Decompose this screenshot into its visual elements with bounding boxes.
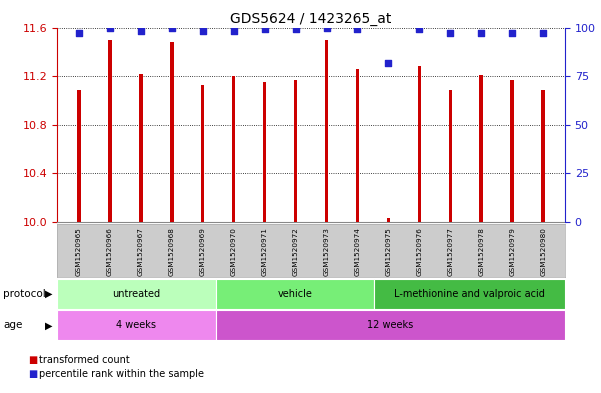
Bar [108, 40, 112, 222]
Point [322, 24, 331, 31]
Text: GSM1520967: GSM1520967 [138, 227, 144, 275]
Text: percentile rank within the sample: percentile rank within the sample [39, 369, 204, 379]
Text: ▶: ▶ [46, 320, 53, 331]
Bar [356, 69, 359, 222]
Text: 12 weeks: 12 weeks [367, 320, 413, 330]
Point [198, 28, 207, 35]
Title: GDS5624 / 1423265_at: GDS5624 / 1423265_at [230, 13, 392, 26]
Bar [232, 76, 236, 222]
Bar [542, 90, 545, 222]
Point [445, 30, 455, 37]
Text: ▶: ▶ [46, 289, 53, 299]
Bar [77, 90, 81, 222]
Text: GSM1520965: GSM1520965 [76, 227, 82, 275]
Bar [201, 84, 204, 222]
Bar [57, 279, 216, 309]
Point [477, 30, 486, 37]
Text: GSM1520975: GSM1520975 [385, 227, 391, 275]
Text: GSM1520971: GSM1520971 [261, 227, 267, 275]
Text: GSM1520968: GSM1520968 [169, 227, 175, 275]
Bar [216, 310, 565, 340]
Text: ■: ■ [28, 354, 38, 365]
Bar [448, 90, 452, 222]
Text: age: age [3, 320, 22, 331]
Point [229, 28, 239, 35]
Text: GSM1520974: GSM1520974 [355, 227, 361, 275]
Text: GSM1520977: GSM1520977 [447, 227, 453, 275]
Bar [374, 279, 565, 309]
Text: protocol: protocol [3, 289, 46, 299]
Text: GSM1520979: GSM1520979 [509, 227, 515, 275]
Bar [216, 279, 374, 309]
Text: GSM1520978: GSM1520978 [478, 227, 484, 275]
Bar [480, 75, 483, 222]
Text: GSM1520976: GSM1520976 [416, 227, 423, 275]
Point [507, 30, 517, 37]
Text: ■: ■ [28, 369, 38, 379]
Bar [294, 80, 297, 222]
Text: untreated: untreated [112, 289, 160, 299]
Point [538, 30, 548, 37]
Point [291, 26, 300, 33]
Point [74, 30, 84, 37]
Bar [139, 74, 142, 222]
Text: 4 weeks: 4 weeks [117, 320, 156, 330]
Bar [57, 310, 216, 340]
Point [383, 59, 393, 66]
Bar [325, 40, 328, 222]
Bar [418, 66, 421, 222]
Bar [170, 42, 174, 222]
Point [415, 26, 424, 33]
Text: GSM1520969: GSM1520969 [200, 227, 206, 275]
Point [353, 26, 362, 33]
Text: GSM1520973: GSM1520973 [323, 227, 329, 275]
Text: GSM1520972: GSM1520972 [293, 227, 299, 275]
Text: L-methionine and valproic acid: L-methionine and valproic acid [394, 289, 545, 299]
Point [105, 24, 115, 31]
Text: transformed count: transformed count [39, 354, 130, 365]
Point [260, 26, 269, 33]
Text: GSM1520966: GSM1520966 [107, 227, 113, 275]
Bar [510, 80, 514, 222]
Point [167, 24, 177, 31]
Bar [263, 82, 266, 222]
Bar [386, 219, 390, 222]
Text: vehicle: vehicle [278, 289, 313, 299]
Text: GSM1520970: GSM1520970 [231, 227, 237, 275]
Point [136, 28, 145, 35]
Text: GSM1520980: GSM1520980 [540, 227, 546, 275]
